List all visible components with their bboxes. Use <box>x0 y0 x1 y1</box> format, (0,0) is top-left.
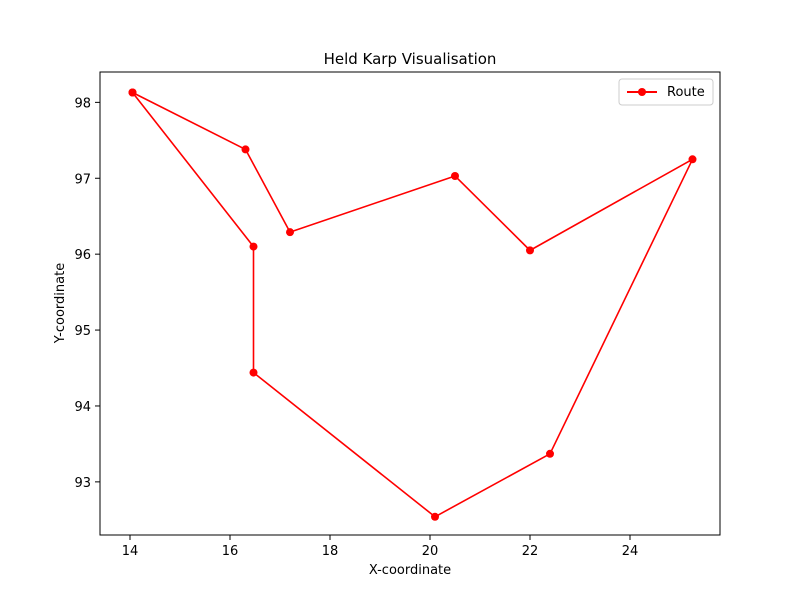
legend: Route <box>618 78 714 106</box>
legend-box <box>618 78 714 106</box>
x-tick-label: 18 <box>322 544 339 559</box>
x-tick-label: 22 <box>522 544 539 559</box>
route-point <box>451 171 459 180</box>
route-point <box>286 228 294 237</box>
x-tick-label: 20 <box>422 544 439 559</box>
series-layer <box>128 88 697 521</box>
y-tick-label: 96 <box>74 248 91 263</box>
route-point <box>249 242 258 251</box>
legend-label-route: Route <box>667 85 705 100</box>
y-tick-label: 98 <box>74 96 91 111</box>
x-axis-ticks: 14 16 18 20 22 24 <box>122 535 639 559</box>
y-tick-label: 93 <box>74 476 91 491</box>
legend-marker-swatch <box>638 88 646 96</box>
route-point <box>546 449 554 458</box>
route-point <box>249 368 258 377</box>
y-axis-label: Y-coordinate <box>53 263 68 344</box>
route-point <box>431 512 439 521</box>
x-tick-label: 14 <box>122 544 139 559</box>
route-point <box>128 88 137 97</box>
x-tick-label: 24 <box>622 544 639 559</box>
route-point <box>241 145 250 154</box>
y-tick-label: 97 <box>74 172 91 187</box>
x-tick-label: 16 <box>222 544 239 559</box>
y-tick-label: 95 <box>74 324 91 339</box>
plot-area-frame <box>99 71 721 536</box>
y-axis-ticks: 93 94 95 96 97 98 <box>74 96 100 491</box>
chart-title: Held Karp Visualisation <box>324 50 497 68</box>
route-point <box>688 155 697 164</box>
x-axis-label: X-coordinate <box>369 563 451 578</box>
y-tick-label: 94 <box>74 400 91 415</box>
route-point <box>526 246 534 255</box>
